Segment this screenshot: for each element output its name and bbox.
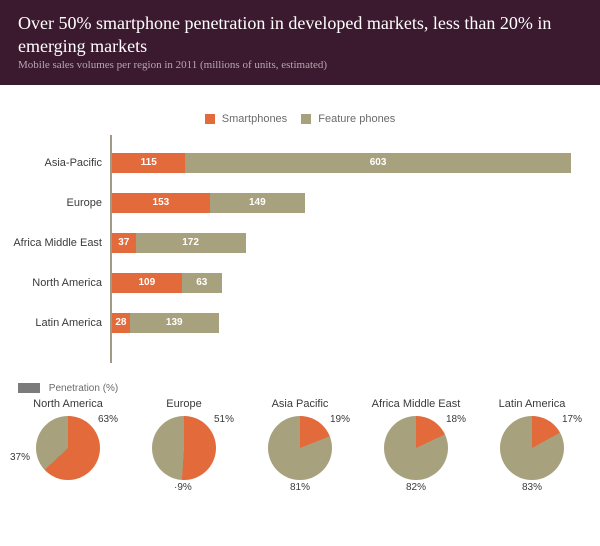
pie-cell: North America63%37% <box>13 398 123 480</box>
legend-label-feature-phones: Feature phones <box>318 113 395 125</box>
bar-segment-feature-phones: 603 <box>185 153 570 173</box>
bar-row-label: Latin America <box>35 317 112 329</box>
bar-row-label: North America <box>32 277 112 289</box>
bar-row-label: Europe <box>67 197 112 209</box>
pie-graphic <box>268 416 332 480</box>
bar-row: Europe153149 <box>112 189 580 217</box>
bar-segment-smartphones: 109 <box>112 273 182 293</box>
pie-graphic <box>152 416 216 480</box>
page-subtitle: Mobile sales volumes per region in 2011 … <box>18 59 582 71</box>
pie-chart: 19%81% <box>268 416 332 480</box>
pie-region-label: Africa Middle East <box>361 398 471 412</box>
page-title: Over 50% smartphone penetration in devel… <box>18 12 582 57</box>
pie-slice-label: 63% <box>98 414 118 425</box>
pie-cell: Africa Middle East 18%82% <box>361 398 471 480</box>
legend-item-smartphones: Smartphones <box>205 113 288 125</box>
bar-segment-smartphones: 115 <box>112 153 185 173</box>
pie-graphic <box>36 416 100 480</box>
pie-slice-label: 18% <box>446 414 466 425</box>
pie-region-label: Asia Pacific <box>245 398 355 412</box>
pie-slice-label: 19% <box>330 414 350 425</box>
legend-swatch-feature-phones <box>301 114 311 124</box>
pie-cell: Europe 51%·9% <box>129 398 239 480</box>
pie-slice-label: 17% <box>562 414 582 425</box>
pie-slice-label: 51% <box>214 414 234 425</box>
pie-graphic <box>500 416 564 480</box>
bar-row-label: Africa Middle East <box>13 237 112 249</box>
bar-row: Asia-Pacific115603 <box>112 149 580 177</box>
bar-row: Africa Middle East37172 <box>112 229 580 257</box>
pie-chart: 51%·9% <box>152 416 216 480</box>
bar-segment-feature-phones: 172 <box>136 233 246 253</box>
bar-segment-smartphones: 28 <box>112 313 130 333</box>
bar-segment-feature-phones: 139 <box>130 313 219 333</box>
bar-legend: Smartphones Feature phones <box>0 113 600 125</box>
stacked-bar-chart: Asia-Pacific115603 Europe153149 Africa Mid… <box>110 135 580 363</box>
pie-remainder-label: ·9% <box>174 482 192 493</box>
penetration-legend: Penetration (%) <box>18 383 600 394</box>
penetration-swatch <box>18 383 40 393</box>
pie-cell: Latin America 17%83% <box>477 398 587 480</box>
pie-region-label: North America <box>13 398 123 412</box>
pie-remainder-label: 82% <box>406 482 426 493</box>
pie-chart: 17%83% <box>500 416 564 480</box>
pie-region-label: Europe <box>129 398 239 412</box>
pie-graphic <box>384 416 448 480</box>
pie-chart: 18%82% <box>384 416 448 480</box>
pie-remainder-label: 37% <box>10 452 30 463</box>
legend-label-smartphones: Smartphones <box>222 113 287 125</box>
bar-row: Latin America28139 <box>112 309 580 337</box>
bar-segment-smartphones: 37 <box>112 233 136 253</box>
bar-row-label: Asia-Pacific <box>45 157 112 169</box>
header-panel: Over 50% smartphone penetration in devel… <box>0 0 600 85</box>
bar-segment-smartphones: 153 <box>112 193 210 213</box>
pie-chart: 63%37% <box>36 416 100 480</box>
pie-remainder-label: 83% <box>522 482 542 493</box>
legend-item-feature-phones: Feature phones <box>301 113 395 125</box>
bar-row: North America10963 <box>112 269 580 297</box>
pie-cell: Asia Pacific 19%81% <box>245 398 355 480</box>
pie-remainder-label: 81% <box>290 482 310 493</box>
bar-segment-feature-phones: 63 <box>182 273 222 293</box>
pie-region-label: Latin America <box>477 398 587 412</box>
penetration-title: Penetration (%) <box>49 383 118 394</box>
legend-swatch-smartphones <box>205 114 215 124</box>
bar-segment-feature-phones: 149 <box>210 193 305 213</box>
pie-row: North America63%37%Europe51%·9%Asia Paci… <box>0 398 600 490</box>
